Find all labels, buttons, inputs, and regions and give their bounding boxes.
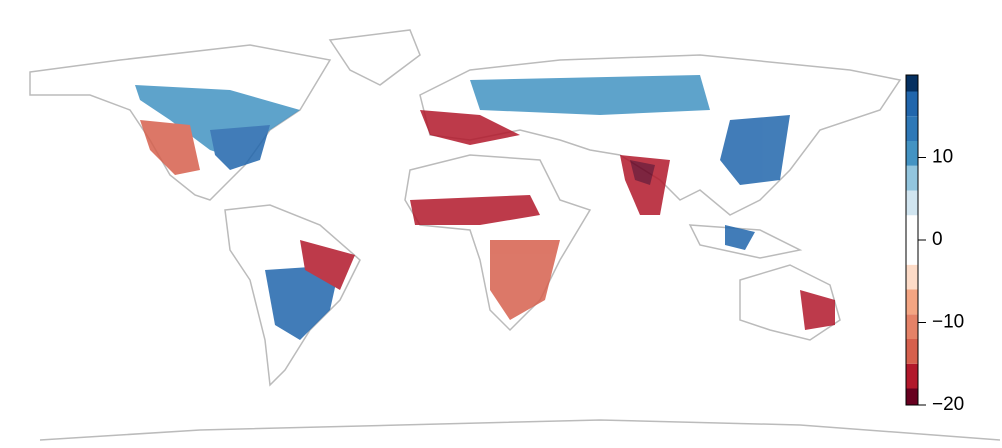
colorbar-bin	[906, 190, 918, 216]
colorbar-bin	[906, 363, 918, 389]
patch	[265, 265, 340, 340]
greenland	[328, 29, 421, 86]
patch	[725, 225, 755, 250]
colorbar-bin	[906, 116, 918, 141]
colorbar-tick-label: 0	[932, 229, 943, 250]
colorbar-bin	[906, 339, 918, 364]
patch	[630, 160, 655, 185]
colorbar-bin	[906, 165, 918, 191]
patch	[420, 110, 520, 145]
colorbar: −20 −10 0 10	[905, 74, 964, 415]
colorbar-bin	[906, 388, 918, 405]
world-map	[29, 29, 1001, 441]
patch	[490, 240, 560, 320]
colorbar-bin	[906, 141, 918, 166]
patch	[720, 115, 790, 185]
patch	[140, 120, 200, 175]
change-patches	[135, 75, 835, 340]
colorbar-tick-label: −20	[932, 394, 964, 415]
colorbar-bin	[906, 314, 918, 339]
antarctica	[39, 419, 1001, 441]
colorbar-bin	[906, 264, 918, 290]
patch	[800, 290, 835, 330]
colorbar-bin	[906, 91, 918, 117]
patch	[410, 195, 540, 225]
patch	[210, 125, 270, 170]
colorbar-tick-label: 10	[932, 147, 953, 168]
colorbar-tick-label: −10	[932, 312, 964, 333]
colorbar-bin	[906, 289, 918, 315]
colorbar-bin	[906, 215, 918, 265]
patch	[470, 75, 710, 115]
colorbar-bin	[906, 75, 918, 92]
patch	[300, 240, 355, 290]
